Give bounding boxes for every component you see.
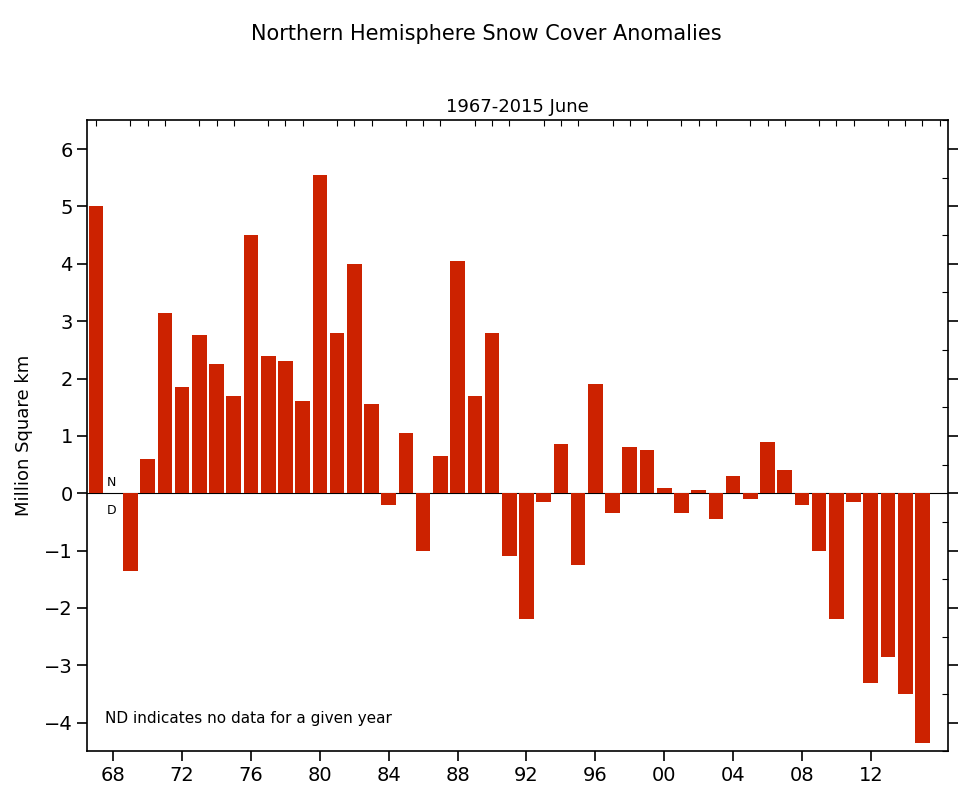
- Bar: [760, 442, 775, 494]
- Bar: [399, 433, 414, 494]
- Bar: [89, 206, 103, 494]
- Bar: [588, 384, 602, 494]
- Bar: [330, 333, 344, 494]
- Bar: [657, 487, 671, 494]
- Bar: [692, 490, 706, 494]
- Bar: [847, 494, 861, 502]
- Bar: [192, 335, 206, 494]
- Title: 1967-2015 June: 1967-2015 June: [447, 98, 590, 116]
- Bar: [639, 450, 654, 494]
- Bar: [296, 402, 310, 494]
- Bar: [140, 459, 155, 494]
- Bar: [623, 447, 637, 494]
- Bar: [433, 456, 448, 494]
- Text: N: N: [107, 476, 116, 489]
- Bar: [520, 494, 534, 619]
- Text: Northern Hemisphere Snow Cover Anomalies: Northern Hemisphere Snow Cover Anomalies: [251, 24, 722, 44]
- Bar: [674, 494, 689, 514]
- Bar: [312, 175, 327, 494]
- Bar: [571, 494, 586, 565]
- Bar: [881, 494, 895, 657]
- Bar: [898, 494, 913, 694]
- Bar: [278, 362, 293, 494]
- Bar: [829, 494, 844, 619]
- Bar: [863, 494, 878, 682]
- Y-axis label: Million Square km: Million Square km: [15, 355, 33, 517]
- Bar: [777, 470, 792, 494]
- Bar: [261, 355, 275, 494]
- Text: D: D: [107, 504, 117, 518]
- Bar: [243, 235, 258, 494]
- Bar: [209, 364, 224, 494]
- Bar: [364, 404, 378, 494]
- Bar: [795, 494, 810, 505]
- Bar: [708, 494, 723, 519]
- Bar: [743, 494, 758, 499]
- Bar: [916, 494, 930, 743]
- Text: ND indicates no data for a given year: ND indicates no data for a given year: [105, 711, 391, 726]
- Bar: [811, 494, 826, 550]
- Bar: [605, 494, 620, 514]
- Bar: [554, 445, 568, 494]
- Bar: [381, 494, 396, 505]
- Bar: [485, 333, 499, 494]
- Bar: [502, 494, 517, 556]
- Bar: [227, 396, 241, 494]
- Bar: [450, 261, 465, 494]
- Bar: [175, 387, 190, 494]
- Bar: [726, 476, 740, 494]
- Bar: [536, 494, 551, 502]
- Bar: [415, 494, 430, 550]
- Bar: [158, 313, 172, 494]
- Bar: [467, 396, 483, 494]
- Bar: [347, 264, 362, 494]
- Bar: [124, 494, 138, 570]
